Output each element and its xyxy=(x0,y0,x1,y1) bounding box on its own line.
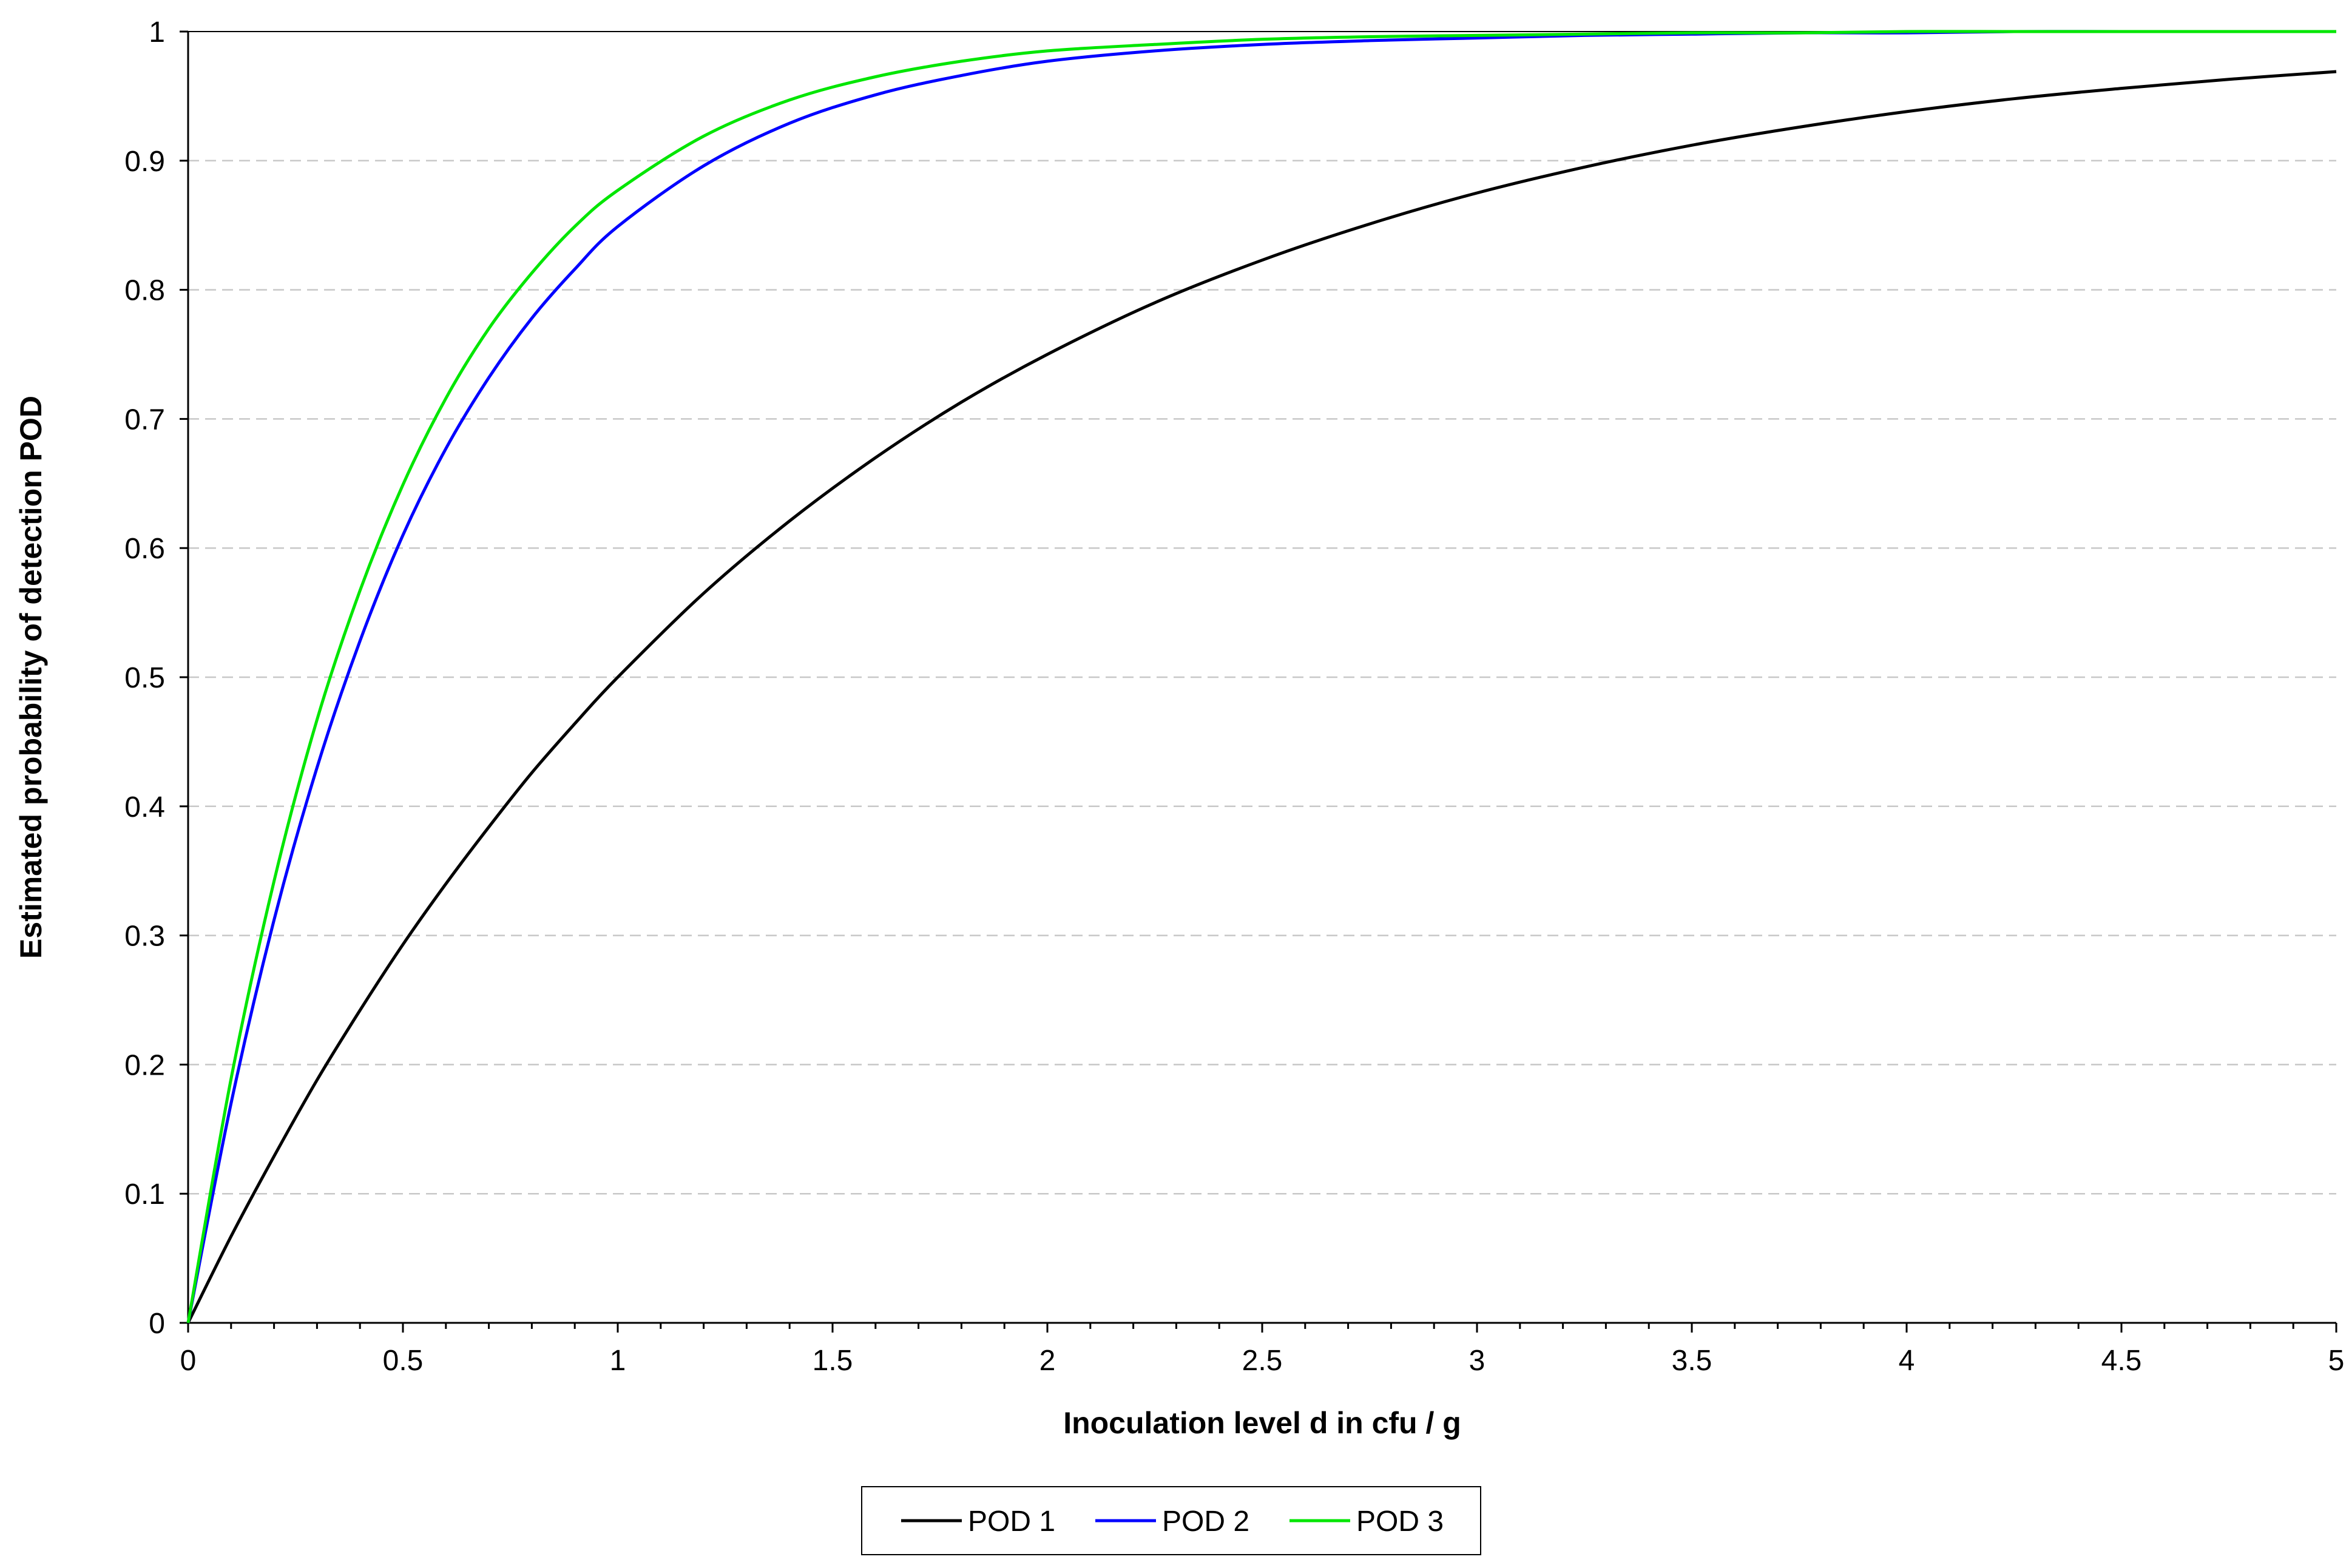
series-line-pod-3 xyxy=(186,30,2336,1323)
x-tick-label: 5 xyxy=(2328,1345,2345,1377)
y-axis-title: Estimated probability of detection POD xyxy=(14,396,48,959)
series-lines xyxy=(186,30,2337,1324)
y-tick-label: 0.8 xyxy=(124,275,165,307)
legend-label-pod-1: POD 1 xyxy=(968,1505,1055,1538)
y-tick-label: 0.5 xyxy=(124,662,165,694)
x-axis-ticks: 0 0.5 1 1.5 2 2.5 3 3.5 4 4.5 5 xyxy=(180,1323,2345,1377)
series-line-pod-1 xyxy=(186,70,2337,1324)
y-tick-label: 0.6 xyxy=(124,533,165,565)
x-axis-title: Inoculation level d in cfu / g xyxy=(1063,1406,1461,1440)
x-tick-label: 4.5 xyxy=(2101,1345,2142,1377)
gridlines xyxy=(188,160,2336,1195)
legend-label-pod-2: POD 2 xyxy=(1162,1505,1249,1538)
y-tick-label: 0.2 xyxy=(124,1049,165,1081)
y-tick-label: 0.9 xyxy=(124,146,165,178)
legend-box xyxy=(861,1486,1481,1555)
x-tick-label: 1.5 xyxy=(813,1345,853,1377)
y-tick-label: 0.1 xyxy=(124,1178,165,1211)
x-tick-label: 2.5 xyxy=(1242,1345,1283,1377)
y-tick-label: 0.7 xyxy=(124,404,165,436)
y-tick-label: 0 xyxy=(149,1308,165,1340)
x-tick-label: 1 xyxy=(610,1345,626,1377)
legend-label-pod-3: POD 3 xyxy=(1356,1505,1444,1538)
x-tick-label: 2 xyxy=(1039,1345,1056,1377)
x-tick-label: 3.5 xyxy=(1672,1345,1712,1377)
x-tick-label: 3 xyxy=(1469,1345,1485,1377)
y-tick-label: 0.4 xyxy=(124,791,165,823)
x-tick-label: 0.5 xyxy=(383,1345,424,1377)
y-tick-label: 1 xyxy=(149,16,165,49)
legend: POD 1 POD 2 POD 3 xyxy=(861,1486,1481,1555)
y-axis-ticks: 0 0.1 0.2 0.3 0.4 0.5 0.6 0.7 0.8 0.9 1 xyxy=(124,16,188,1340)
y-tick-label: 0.3 xyxy=(124,921,165,953)
x-tick-label: 0 xyxy=(180,1345,197,1377)
x-tick-label: 4 xyxy=(1899,1345,1915,1377)
